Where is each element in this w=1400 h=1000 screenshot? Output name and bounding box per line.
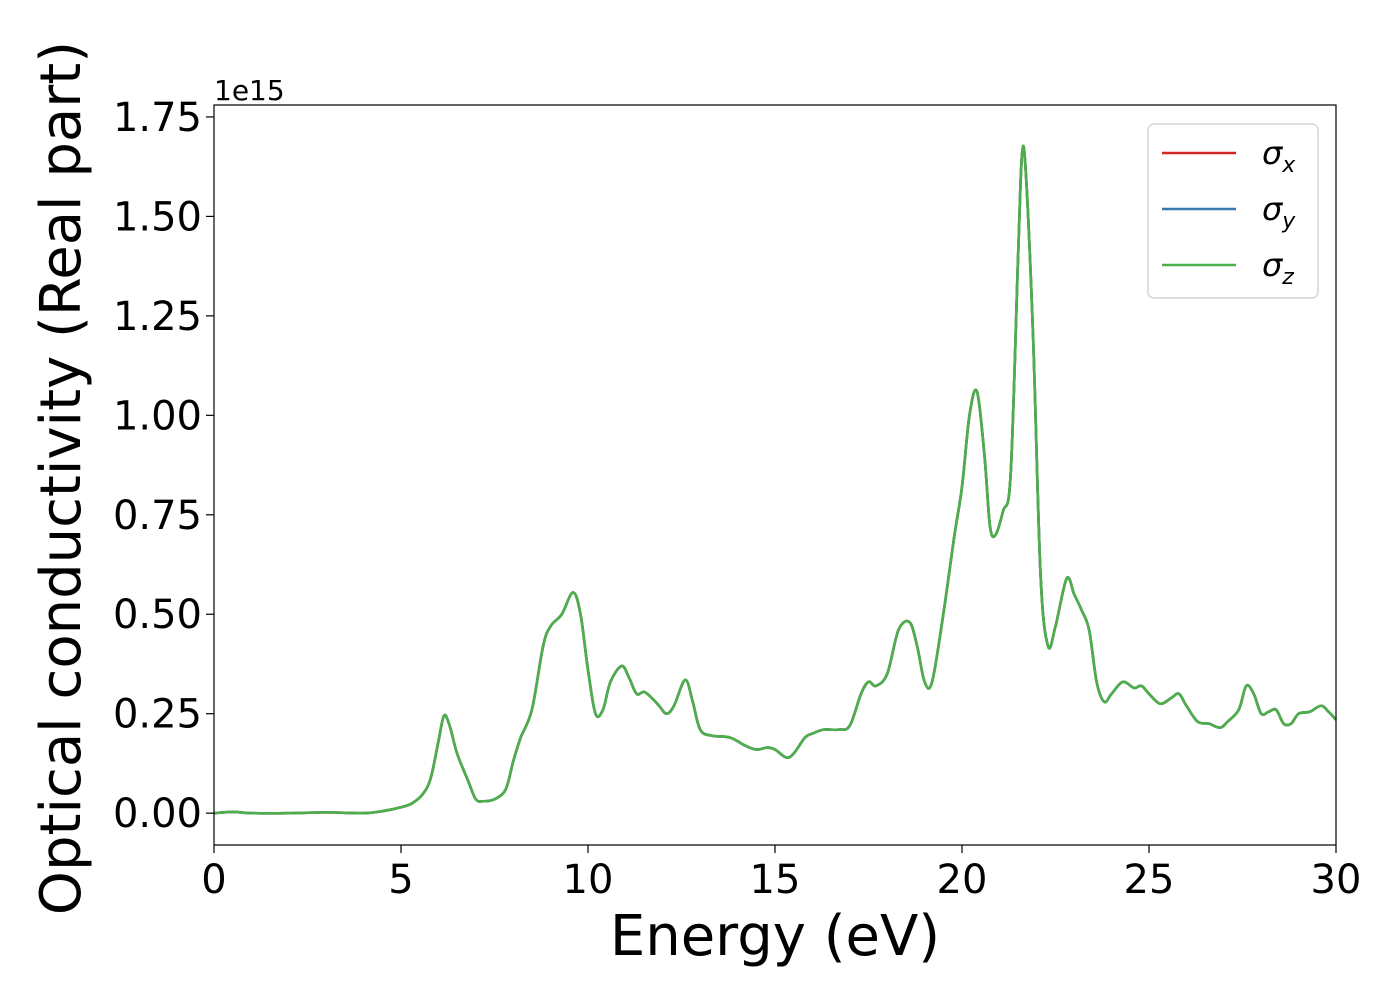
- x-tick-label: 15: [750, 857, 801, 903]
- legend: σx σy σz: [1147, 123, 1319, 299]
- y-tick-label: 0.00: [113, 791, 202, 837]
- y-tick-label: 0.75: [113, 493, 202, 539]
- y-tick-label: 0.25: [113, 692, 202, 738]
- y-axis: 0.00 0.25 0.50 0.75 1.00 1.25 1.50 1.75: [113, 95, 214, 837]
- y-tick-label: 0.50: [113, 592, 202, 638]
- x-axis: 0 5 10 15 20 25 30: [201, 845, 1361, 903]
- legend-entries: σx σy σz: [1162, 134, 1296, 290]
- legend-box: [1147, 123, 1319, 299]
- y-scale-label: 1e15: [214, 74, 285, 107]
- x-tick-label: 0: [201, 857, 226, 903]
- y-tick-label: 1.50: [113, 194, 202, 240]
- x-tick-label: 20: [937, 857, 988, 903]
- y-axis-label: Optical conductivity (Real part): [29, 41, 94, 915]
- series-layer: [213, 144, 1337, 815]
- x-axis-label: Energy (eV): [610, 904, 940, 969]
- x-tick-label: 30: [1311, 857, 1362, 903]
- x-tick-label: 25: [1124, 857, 1175, 903]
- legend-label-x: σx: [1262, 134, 1296, 178]
- series-line-z: [213, 144, 1337, 815]
- y-tick-label: 1.75: [113, 95, 202, 141]
- y-tick-label: 1.00: [113, 393, 202, 439]
- x-tick-label: 10: [563, 857, 614, 903]
- x-tick-label: 5: [388, 857, 413, 903]
- y-tick-label: 1.25: [113, 294, 202, 340]
- legend-label-y: σy: [1262, 190, 1296, 234]
- legend-label-z: σz: [1262, 246, 1294, 290]
